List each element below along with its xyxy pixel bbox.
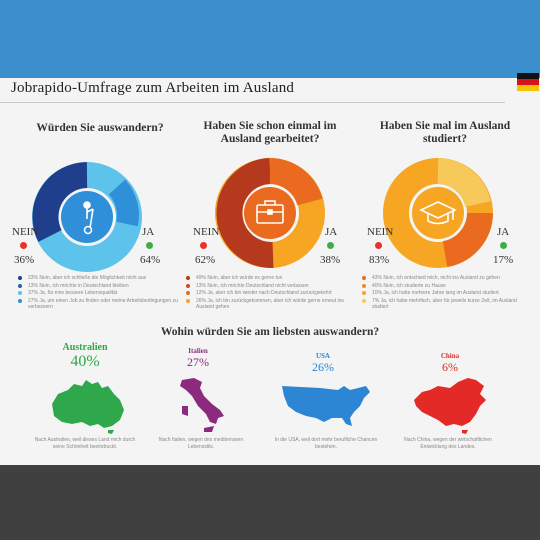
- german-flag-icon: [517, 73, 539, 91]
- destination-australia: Australien 40%: [40, 342, 130, 371]
- destination-italy: Italien 27%: [168, 347, 228, 370]
- ring3-center: [412, 187, 464, 239]
- destination-reason-usa: In die USA, weil dort mehr berufliche Ch…: [274, 437, 378, 450]
- ring1-segment-nein: [32, 162, 88, 242]
- destination-reason-australia: Nach Australien, weil dieses Land mich d…: [34, 437, 136, 450]
- destination-name: China: [440, 352, 460, 360]
- survey1-nein-pct: 36%: [14, 254, 35, 266]
- graduation-cap-icon: [419, 201, 457, 225]
- legend-item: 13% Nein, ich möchte Deutschland nicht v…: [186, 283, 346, 290]
- survey2-ja-pct: 38%: [320, 254, 341, 266]
- survey1-ja-dot: [146, 242, 153, 249]
- segway-icon: [83, 201, 94, 235]
- legend-item: 10% Ja, ich habe mehrere Jahre lang im A…: [362, 290, 522, 297]
- italy-map-icon: [180, 378, 224, 432]
- title-divider: [0, 102, 505, 103]
- ring3-segment-nein-home: [442, 212, 493, 267]
- survey3-ja-pct: 17%: [493, 254, 514, 266]
- destination-china: China 6%: [420, 352, 480, 375]
- briefcase-icon: [256, 200, 284, 224]
- survey1-nein-label: NEIN: [12, 226, 39, 238]
- survey3-nein-label: NEIN: [367, 226, 394, 238]
- donut-chart-1: [32, 162, 142, 272]
- page-title: Jobrapido-Umfrage zum Arbeiten im Auslan…: [11, 80, 295, 96]
- destination-pct: 27%: [187, 355, 209, 369]
- survey2-ja-label: JA: [325, 226, 338, 238]
- bottom-banner: [0, 465, 540, 540]
- survey1-ja-label: JA: [142, 226, 155, 238]
- survey1-nein-dot: [20, 242, 27, 249]
- legend-item: 49% Nein, aber ich würde es gerne tun: [186, 275, 346, 282]
- legend-item: 26% Ja, ich bin zurückgekommen, aber ich…: [186, 298, 346, 311]
- ring2-segment-ja-returned: [269, 158, 323, 207]
- legend-item: 23% Nein, aber ich schließe die Möglichk…: [18, 275, 178, 282]
- survey3-ja-label: JA: [497, 226, 510, 238]
- survey-question-2: Haben Sie schon einmal im Ausland gearbe…: [203, 120, 337, 145]
- survey-question-1: Würden Sie auswandern?: [36, 122, 164, 134]
- donut-chart-2: [215, 158, 325, 268]
- survey3-nein-pct: 83%: [369, 254, 390, 266]
- destination-name: USA: [315, 352, 330, 360]
- destination-name: Australien: [62, 342, 108, 353]
- legend-item: 7% Ja, ich habe mehrfach, aber für jewei…: [362, 298, 522, 311]
- survey1-legend: 23% Nein, aber ich schließe die Möglichk…: [18, 275, 178, 312]
- survey3-legend: 43% Nein, ich entschied mich, nicht ins …: [362, 275, 522, 312]
- ring2-segment-nein: [216, 158, 274, 268]
- survey2-nein-dot: [200, 242, 207, 249]
- survey3-nein-dot: [375, 242, 382, 249]
- legend-item: 43% Nein, ich entschied mich, nicht ins …: [362, 275, 522, 282]
- destination-pct: 26%: [312, 360, 334, 374]
- destination-usa: USA 26%: [293, 352, 353, 375]
- donut-chart-3: [383, 158, 493, 268]
- survey2-nein-label: NEIN: [193, 226, 220, 238]
- survey2-ja-dot: [327, 242, 334, 249]
- usa-map-icon: [282, 386, 370, 426]
- destination-pct: 40%: [70, 353, 100, 370]
- legend-item: 27% Ja, um einen Job zu finden oder mein…: [18, 298, 178, 311]
- destination-reason-italy: Nach Italien, wegen des mediterranen Leb…: [158, 437, 244, 450]
- australia-map-icon: [52, 380, 124, 434]
- destination-name: Italien: [188, 347, 208, 355]
- china-map-icon: [414, 378, 486, 434]
- ring1-segment-ja-job: [108, 179, 139, 227]
- destinations-question: Wohin würden Sie am liebsten auswandern?: [160, 326, 380, 338]
- destination-pct: 6%: [442, 360, 458, 374]
- survey2-nein-pct: 62%: [195, 254, 216, 266]
- legend-item: 37% Ja, für eine bessere Lebensqualität: [18, 290, 178, 297]
- destination-reason-china: Nach China, wegen der wirtschaftlichen E…: [404, 437, 492, 450]
- survey-question-3: Haben Sie mal im Ausland studiert?: [379, 120, 511, 145]
- legend-item: 40% Nein, ich studierte zu Hause: [362, 283, 522, 290]
- top-banner: [0, 0, 540, 78]
- survey2-legend: 49% Nein, aber ich würde es gerne tun 13…: [186, 275, 346, 312]
- survey3-ja-dot: [500, 242, 507, 249]
- legend-item: 12% Ja, aber ich bin wieder nach Deutsch…: [186, 290, 346, 297]
- legend-item: 13% Nein, ich möchte in Deutschland blei…: [18, 283, 178, 290]
- ring3-segment-ja: [436, 158, 491, 208]
- survey1-ja-pct: 64%: [140, 254, 161, 266]
